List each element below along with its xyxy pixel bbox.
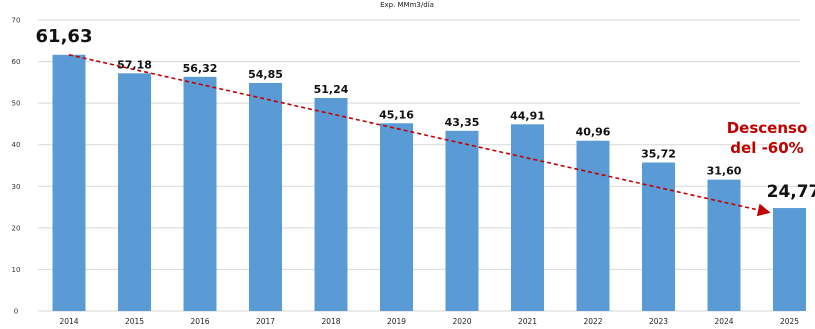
data-label: 61,63 [36,26,93,47]
y-tick-label: 30 [12,183,21,191]
y-tick-label: 60 [12,58,21,66]
bar [576,140,610,311]
y-tick-label: 10 [12,266,21,274]
x-tick-label: 2015 [125,317,144,326]
bar [642,162,675,311]
annotation-line-1: Descenso [727,119,808,137]
x-tick-label: 2016 [190,317,209,326]
data-label: 44,91 [510,109,545,122]
bar [249,82,282,311]
bar [445,130,479,311]
data-label: 43,35 [445,116,480,129]
bar [511,124,544,312]
data-label: 24,77 [767,182,815,202]
data-label: 56,32 [183,62,218,75]
bar [707,179,741,311]
x-axis: 2014 2015 2016 2017 2018 2019 2020 2021 2022 2023… [59,317,799,326]
x-tick-label: 2020 [452,317,471,326]
bar [52,54,86,311]
x-tick-label: 2017 [256,317,275,326]
y-axis: 0 10 20 30 40 50 60 70 [12,17,21,316]
x-tick-label: 2021 [518,317,537,326]
bar [314,97,348,311]
bar [380,123,413,311]
bar [118,73,151,311]
x-tick-label: 2023 [649,317,668,326]
y-tick-label: 50 [12,100,21,108]
data-labels-group: 61,63 57,18 56,32 54,85 51,24 45,16 43,35 44,91… [36,26,815,202]
data-label: 57,18 [117,58,152,71]
x-tick-label: 2024 [714,317,733,326]
annotation-line-2: del -60% [730,139,803,157]
y-tick-label: 70 [12,17,21,25]
x-tick-label: 2022 [583,317,602,326]
y-tick-label: 20 [12,224,21,232]
x-tick-label: 2025 [780,317,799,326]
data-label: 31,60 [707,165,742,178]
bar [773,208,806,311]
data-label: 40,96 [576,126,611,139]
bars-group [52,54,806,312]
x-tick-label: 2014 [59,317,78,326]
chart-title: Exp. MMm3/día [380,1,434,9]
trend-line [68,54,771,217]
data-label: 54,85 [248,68,283,81]
bar [183,76,217,311]
x-tick-label: 2019 [387,317,406,326]
trend-line-group [68,54,771,217]
y-tick-label: 0 [14,308,18,316]
y-tick-label: 40 [12,141,21,149]
data-label: 35,72 [641,148,676,161]
grid-lines [38,19,800,312]
data-label: 51,24 [314,83,349,96]
data-label: 45,16 [379,108,414,121]
x-tick-label: 2018 [321,317,340,326]
